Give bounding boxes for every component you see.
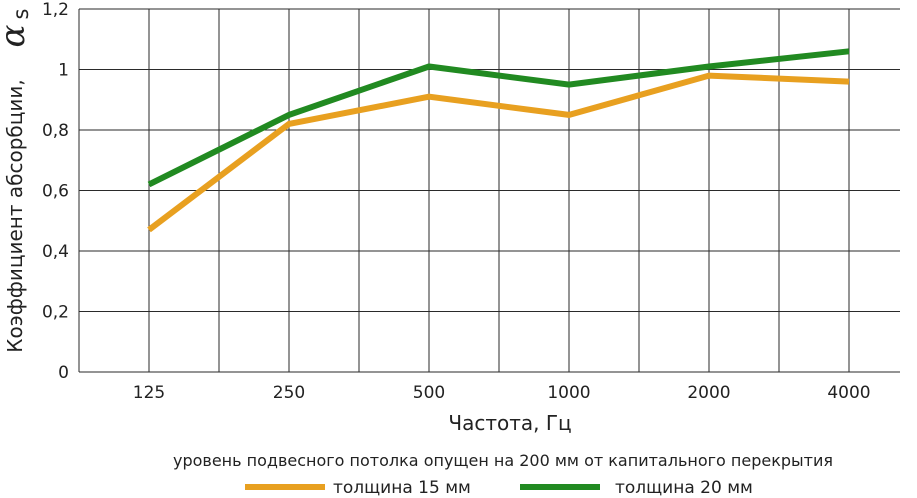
x-tick-label: 4000 — [827, 383, 870, 403]
legend: толщина 15 мм толщина 20 мм — [245, 478, 753, 498]
y-axis-label: Коэффициент абсорбции, — [3, 79, 27, 352]
x-tick-label: 250 — [273, 383, 305, 403]
y-tick-label: 0 — [58, 363, 69, 383]
series-line-1 — [147, 72, 850, 233]
x-axis-label: Частота, Гц — [448, 411, 571, 435]
x-tick-label: 125 — [133, 383, 165, 403]
series-line-2 — [147, 48, 850, 188]
legend-label-2: толщина 20 мм — [615, 478, 753, 498]
chart-note: уровень подвесного потолка опущен на 200… — [173, 451, 833, 470]
y-axis-symbol: α — [0, 24, 33, 47]
y-tick-labels: 0 0,2 0,4 0,6 0,8 1 1,2 — [42, 0, 69, 383]
x-tick-label: 2000 — [687, 383, 730, 403]
y-axis-symbol-subscript: s — [9, 9, 33, 20]
y-tick-label: 0,2 — [42, 303, 69, 323]
y-tick-label: 0,6 — [42, 182, 69, 202]
x-tick-label: 500 — [413, 383, 445, 403]
x-tick-label: 1000 — [547, 383, 590, 403]
x-tick-labels: 125 250 500 1000 2000 4000 — [133, 383, 871, 403]
y-tick-label: 1,2 — [42, 0, 69, 20]
legend-label-1: толщина 15 мм — [333, 478, 471, 498]
y-tick-label: 1 — [58, 61, 69, 81]
y-tick-label: 0,4 — [42, 242, 69, 262]
series-lines — [147, 48, 850, 233]
y-tick-label: 0,8 — [42, 121, 69, 141]
